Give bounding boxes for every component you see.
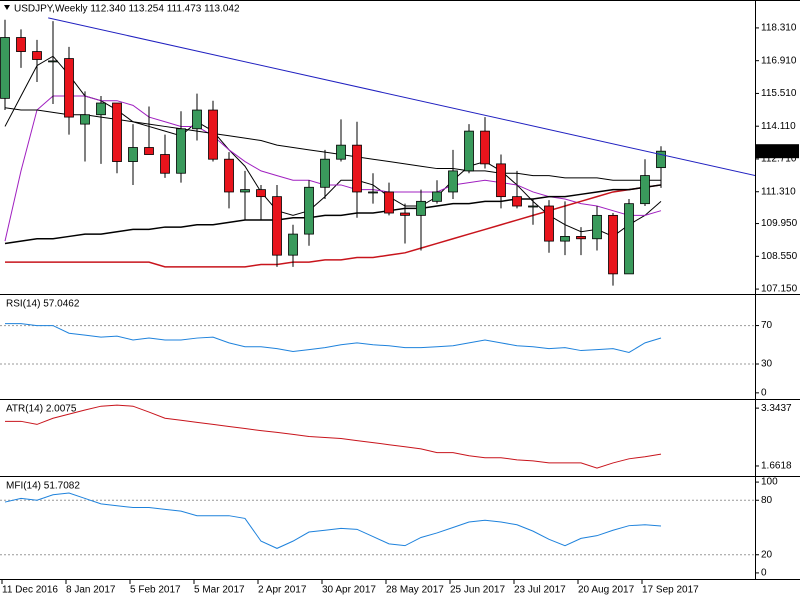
candle-body	[384, 191, 394, 214]
candle-body	[208, 109, 218, 160]
indicator-title: RSI(14) 57.0462	[6, 299, 80, 310]
candle-body	[272, 196, 282, 256]
candle-body	[496, 163, 506, 198]
candle-body	[16, 37, 26, 52]
x-tick-label: 5 Mar 2017	[194, 585, 245, 596]
candle-body	[64, 58, 74, 118]
candle-body	[352, 144, 362, 193]
candle-body	[0, 37, 10, 99]
candle-body	[192, 109, 202, 130]
candle-body	[528, 205, 538, 208]
y-tick-label: 80	[761, 495, 773, 506]
x-tick-label: 11 Dec 2016	[2, 585, 58, 596]
candle-body	[480, 130, 490, 165]
candle-body	[240, 189, 250, 193]
candle-body	[112, 102, 122, 162]
candle-body	[80, 114, 90, 125]
candle-body	[128, 147, 138, 162]
y-tick-label: 30	[761, 359, 773, 370]
indicator-line	[4, 492, 662, 549]
y-tick-label: 100	[761, 477, 778, 488]
x-tick-label: 5 Feb 2017	[130, 585, 181, 596]
indicator-title: MFI(14) 51.7082	[6, 481, 80, 492]
y-tick-label: 70	[761, 320, 773, 331]
y-tick-label: 20	[761, 549, 773, 560]
candle-body	[544, 205, 554, 242]
candle-body	[368, 191, 378, 194]
x-tick-label: 23 Jul 2017	[514, 585, 566, 596]
indicator-title: ATR(14) 2.0075	[6, 404, 77, 415]
candle-body	[592, 214, 602, 240]
candle-body	[224, 158, 234, 193]
candle-body	[176, 128, 186, 174]
y-tick-label: 114.110	[761, 121, 796, 132]
x-tick-label: 20 Aug 2017	[578, 585, 635, 596]
indicator-line	[5, 404, 662, 469]
candle-body	[608, 214, 618, 275]
x-tick-label: 28 May 2017	[386, 585, 444, 596]
candle-body	[640, 175, 650, 205]
x-tick-label: 8 Jan 2017	[66, 585, 116, 596]
candle-body	[256, 189, 266, 198]
candle-body	[656, 150, 666, 169]
candle-body	[416, 200, 426, 216]
moving-average	[4, 184, 662, 245]
y-tick-label: 0	[761, 568, 767, 579]
y-tick-label: 112.710	[761, 154, 797, 165]
candle-body	[448, 170, 458, 193]
y-tick-label: 118.310	[761, 23, 797, 34]
candle-body	[160, 154, 170, 174]
price-plot	[0, 17, 755, 286]
y-tick-label: 111.310	[761, 186, 796, 197]
x-tick-label: 30 Apr 2017	[322, 585, 376, 596]
candle-body	[48, 60, 58, 63]
candle-body	[576, 236, 586, 240]
candle-body	[336, 144, 346, 160]
candle-body	[512, 196, 522, 207]
y-tick-label: 109.950	[761, 218, 798, 229]
candle-body	[400, 212, 410, 216]
x-tick-label: 25 Jun 2017	[450, 585, 505, 596]
candle-body	[560, 236, 570, 242]
menu-arrow	[4, 5, 10, 10]
candle-body	[96, 102, 106, 116]
candle-body	[464, 130, 474, 172]
panels	[0, 0, 800, 580]
last-price-box	[756, 144, 799, 159]
candle-body	[320, 158, 330, 188]
chart-title: USDJPY,Weekly 112.340 113.254 111.473 11…	[14, 4, 240, 15]
candle-body	[144, 147, 154, 155]
y-tick-label: 115.510	[761, 88, 797, 99]
y-tick-label: 107.150	[761, 284, 798, 295]
trendline	[48, 17, 755, 177]
candle-body	[624, 203, 634, 275]
last-price-label: 113.042	[761, 146, 797, 157]
candle-body	[288, 233, 298, 256]
x-tick-label: 17 Sep 2017	[642, 585, 699, 596]
candle-body	[304, 186, 314, 235]
y-tick-label: 108.550	[761, 251, 798, 262]
y-tick-label: 116.910	[761, 55, 797, 66]
candle-body	[432, 191, 442, 202]
y-tick-label: 0	[761, 387, 767, 398]
indicator-line	[5, 323, 662, 354]
y-tick-label: 3.3437	[761, 403, 792, 414]
y-tick-label: 1.6618	[761, 461, 792, 472]
x-tick-label: 2 Apr 2017	[258, 585, 307, 596]
candle-body	[32, 51, 42, 60]
